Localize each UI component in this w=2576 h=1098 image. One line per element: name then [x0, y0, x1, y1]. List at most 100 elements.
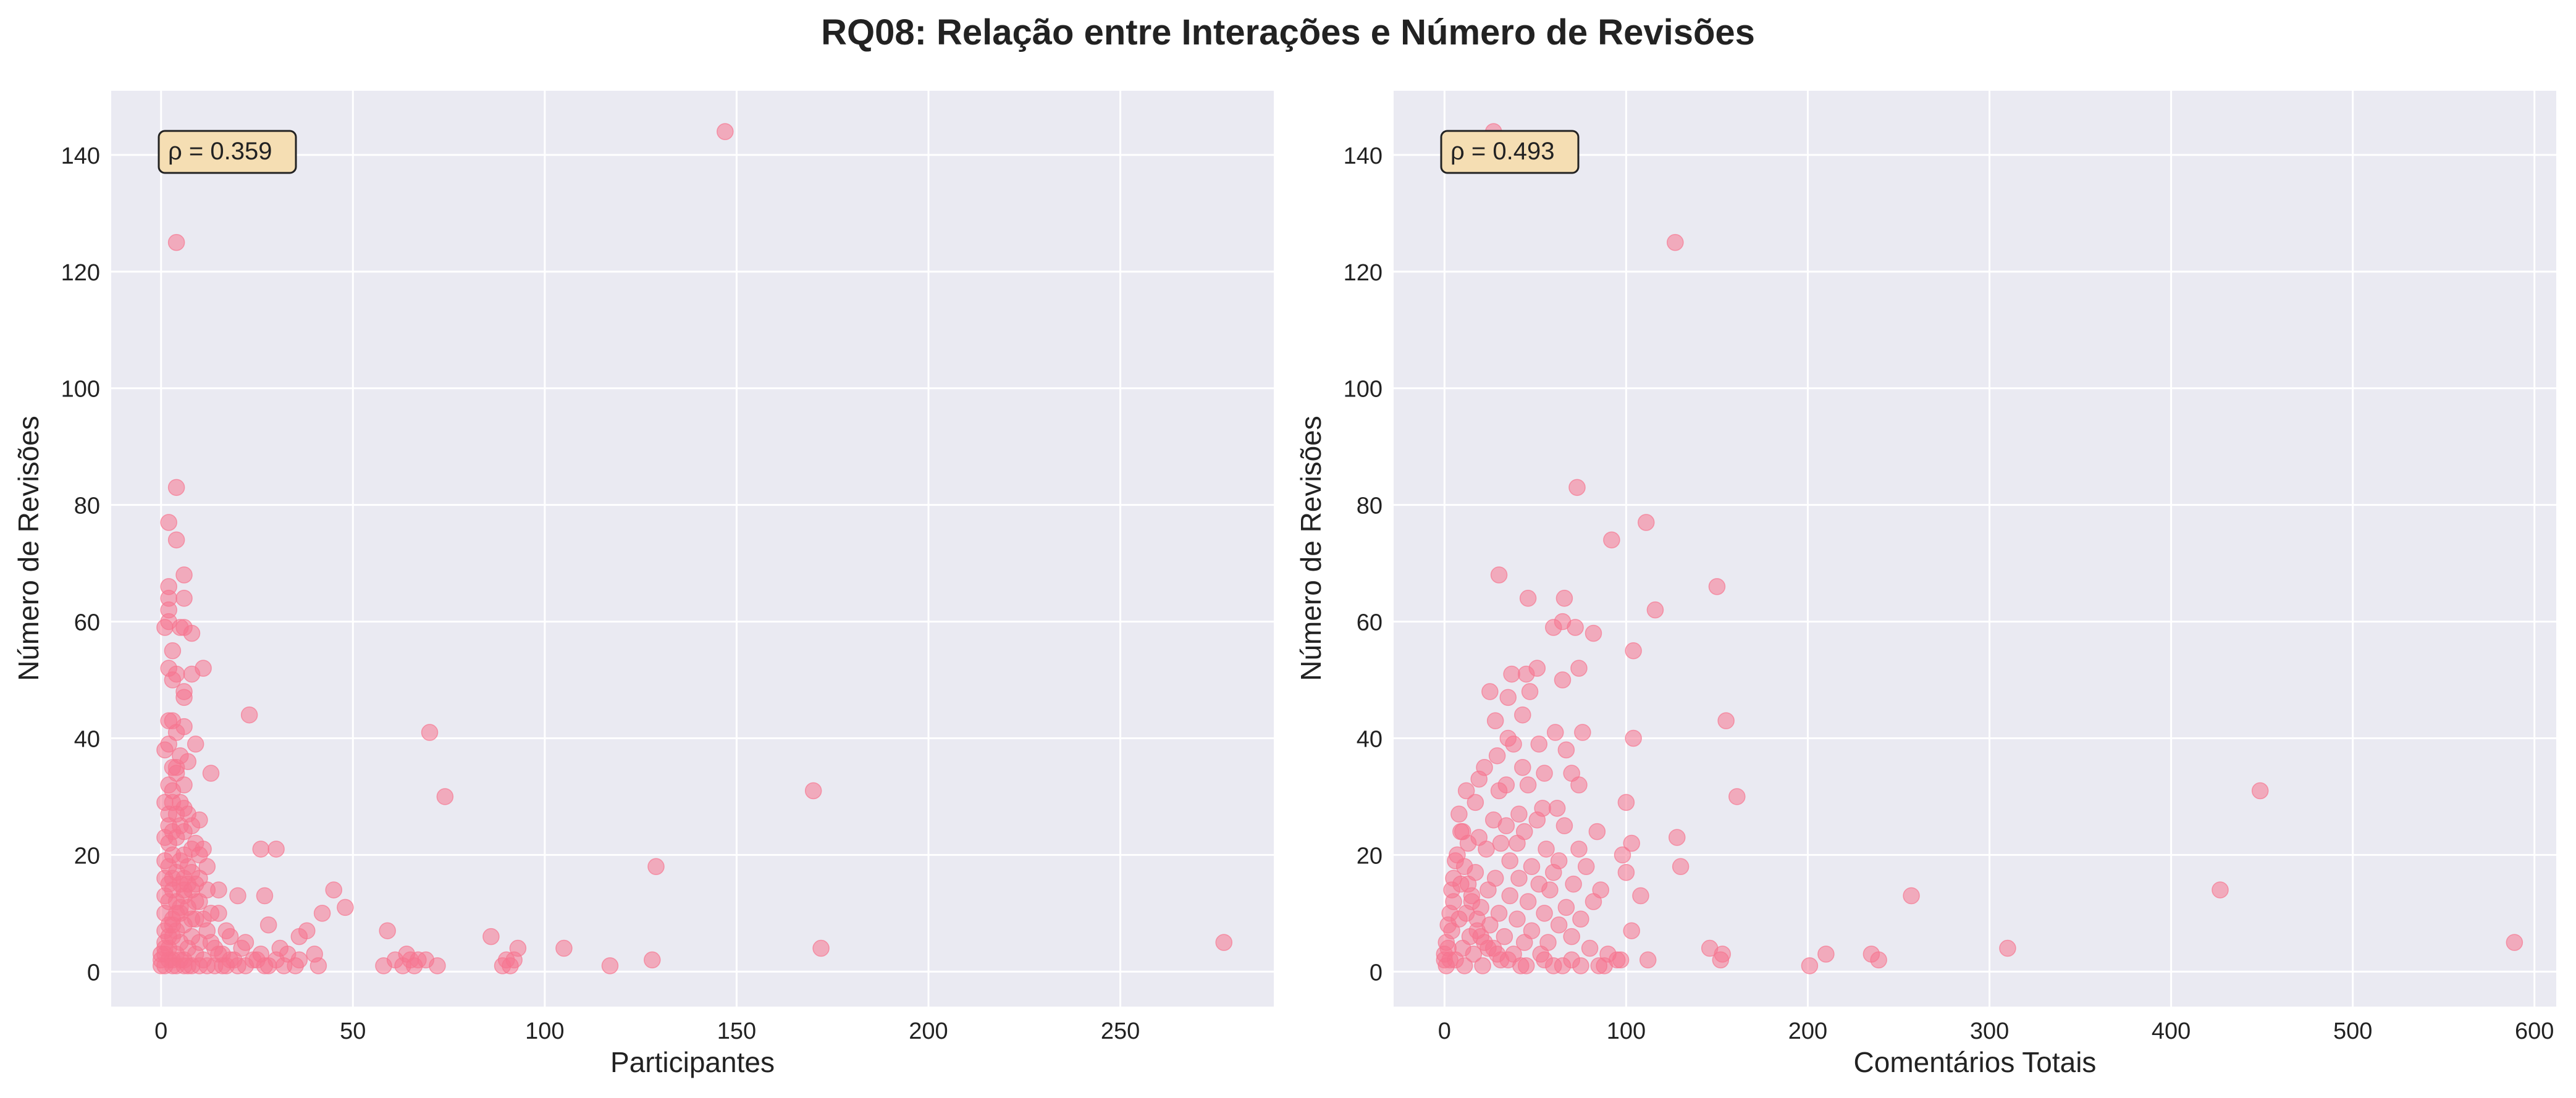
- scatter-point: [167, 531, 185, 549]
- scatter-point: [436, 788, 454, 805]
- scatter-point: [1570, 660, 1588, 677]
- scatter-point: [1510, 805, 1528, 823]
- scatter-point: [164, 642, 182, 660]
- scatter-point: [1501, 887, 1518, 905]
- scatter-point: [812, 939, 830, 957]
- scatter-point: [2506, 934, 2523, 951]
- scatter-point: [1667, 233, 1684, 251]
- scatter-point: [1632, 887, 1649, 905]
- x-tick-label: 200: [909, 1018, 948, 1044]
- scatter-point: [1672, 858, 1690, 876]
- scatter-point: [410, 951, 427, 969]
- scatter-point: [1521, 683, 1539, 700]
- scatter-point: [160, 514, 177, 531]
- scatter-point: [1557, 741, 1575, 759]
- scatter-point: [717, 123, 734, 140]
- scatter-point: [1499, 951, 1517, 969]
- scatter-point: [1437, 934, 1455, 951]
- scatter-point: [1712, 951, 1730, 969]
- plot-area: [1394, 91, 2556, 1007]
- scatter-point: [1608, 951, 1626, 969]
- scatter-point: [421, 724, 439, 741]
- scatter-point: [337, 899, 354, 916]
- scatter-point: [1530, 735, 1547, 753]
- scatter-point: [1514, 758, 1531, 776]
- scatter-point: [1625, 642, 1642, 660]
- scatter-point: [1490, 566, 1508, 584]
- scatter-point: [175, 776, 193, 794]
- y-tick-label: 140: [61, 143, 100, 169]
- scatter-point: [1468, 910, 1486, 928]
- scatter-point: [1517, 957, 1535, 974]
- scatter-point: [1517, 665, 1535, 683]
- scatter-point: [2212, 881, 2229, 899]
- scatter-point: [175, 689, 193, 706]
- scatter-point: [429, 957, 446, 974]
- y-tick-label: 140: [1344, 143, 1383, 169]
- scatter-point: [1817, 945, 1835, 963]
- scatter-point: [1637, 514, 1655, 531]
- scatter-point: [1441, 905, 1458, 922]
- x-axis-label: Comentários Totais: [1854, 1046, 2097, 1078]
- scatter-point: [240, 706, 258, 724]
- plot-area: [111, 91, 1274, 1007]
- scatter-point: [1563, 928, 1580, 945]
- scatter-point: [1519, 893, 1537, 910]
- scatter-point: [1523, 858, 1541, 876]
- correlation-annotation: ρ = 0.359: [158, 130, 297, 174]
- scatter-point: [1536, 905, 1553, 922]
- x-axis-label: Participantes: [610, 1046, 775, 1078]
- scatter-point: [290, 928, 308, 945]
- x-tick-label: 300: [1970, 1018, 2009, 1044]
- scatter-point: [1550, 916, 1568, 934]
- scatter-point: [1450, 805, 1468, 823]
- x-tick-label: 250: [1101, 1018, 1140, 1044]
- scatter-point: [1625, 729, 1642, 747]
- scatter-point: [1455, 858, 1473, 876]
- scatter-point: [1870, 951, 1887, 969]
- scatter-point: [259, 916, 277, 934]
- y-tick-label: 40: [74, 726, 100, 752]
- scatter-point: [1528, 811, 1546, 829]
- scatter-point: [1505, 735, 1522, 753]
- scatter-point: [1570, 776, 1588, 794]
- scatter-panel-participantes: 0 50 100 150 200 250 0 20 40 60 80 100 120 140 ρ = 0.…: [12, 91, 1274, 1078]
- scatter-point: [1459, 875, 1477, 893]
- scatter-point: [1614, 846, 1631, 864]
- scatter-point: [1538, 840, 1555, 858]
- y-tick-label: 20: [74, 843, 100, 869]
- scatter-point: [1481, 683, 1499, 700]
- y-tick-label: 0: [87, 960, 100, 986]
- x-tick-label: 100: [1607, 1018, 1646, 1044]
- scatter-point: [1497, 817, 1515, 834]
- scatter-point: [1509, 910, 1526, 928]
- scatter-point: [1455, 957, 1473, 974]
- scatter-point: [1999, 939, 2016, 957]
- scatter-point: [210, 881, 227, 899]
- tick-labels: 0 100 200 300 400 500 600 0 20 40 60 80 100 120 140: [1344, 143, 2554, 1044]
- scatter-point: [252, 840, 269, 858]
- scatter-point: [1536, 765, 1553, 782]
- scatter-point: [1490, 905, 1508, 922]
- scatter-point: [647, 858, 665, 876]
- scatter-point: [1488, 747, 1506, 765]
- scatter-point: [1478, 840, 1495, 858]
- scatter-point: [175, 590, 193, 607]
- scatter-point: [1572, 910, 1589, 928]
- scatter-point: [1514, 706, 1531, 724]
- scatter-point: [175, 566, 193, 584]
- scatter-point: [183, 910, 201, 928]
- scatter-point: [221, 928, 239, 945]
- scatter-point: [2251, 782, 2269, 800]
- scatter-point: [1463, 893, 1481, 910]
- scatter-point: [1577, 858, 1595, 876]
- scatter-point: [156, 741, 174, 759]
- scatter-point: [1548, 800, 1566, 817]
- scatter-point: [229, 957, 246, 974]
- scatter-point: [1588, 823, 1606, 840]
- x-tick-label: 0: [1438, 1018, 1451, 1044]
- scatter-point: [1474, 957, 1491, 974]
- scatter-point: [1603, 531, 1620, 549]
- scatter-point: [167, 479, 185, 497]
- scatter-point: [1585, 624, 1602, 642]
